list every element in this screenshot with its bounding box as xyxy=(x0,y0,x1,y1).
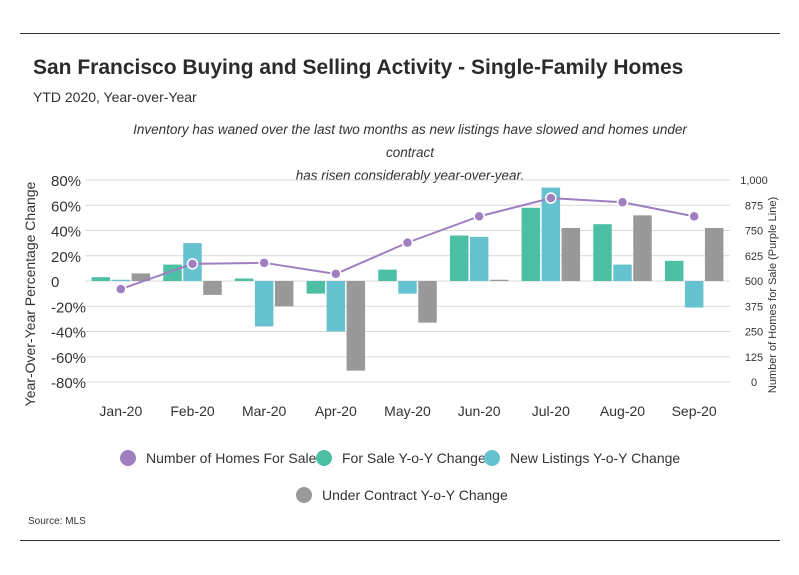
bar xyxy=(664,260,684,281)
bar xyxy=(469,236,489,281)
homes-for-sale-point xyxy=(688,210,700,223)
legend-swatch xyxy=(316,450,332,466)
bar xyxy=(378,269,397,281)
homes-for-sale-point xyxy=(330,268,342,280)
bottom-rule xyxy=(20,540,780,541)
y2-axis-title: Number of Homes for Sale (Purple Line) xyxy=(767,197,779,393)
chart-title: San Francisco Buying and Selling Activit… xyxy=(33,56,684,79)
x-tick-label: Sep-20 xyxy=(672,403,717,419)
bar xyxy=(449,235,469,281)
y2-tick-label: 500 xyxy=(745,276,763,288)
legend-item: Number of Homes For Sale xyxy=(120,450,316,466)
y-tick-label: 60% xyxy=(51,198,81,215)
bar xyxy=(489,279,509,281)
bar xyxy=(593,224,612,281)
bars xyxy=(91,187,724,371)
bar xyxy=(541,187,561,281)
chart-annotation: Inventory has waned over the last two mo… xyxy=(110,118,710,187)
bar xyxy=(203,281,222,295)
y2-tick-label: 0 xyxy=(751,377,757,389)
y-tick-label: -80% xyxy=(51,375,86,392)
y-tick-label: -60% xyxy=(51,350,86,367)
legend-item: For Sale Y-o-Y Change xyxy=(316,450,486,466)
homes-for-sale-point xyxy=(545,192,557,204)
source-note: Source: MLS xyxy=(28,516,86,527)
homes-for-sale-point xyxy=(473,210,485,223)
x-tick-label: Jan-20 xyxy=(99,403,142,419)
x-tick-label: Jul-20 xyxy=(532,403,570,419)
legend-label: New Listings Y-o-Y Change xyxy=(510,450,681,466)
axes: 80% 60% 40% 20% 0 -20% -40% -60% -80% 1,000 875 750… xyxy=(22,173,779,419)
legend-label: Number of Homes For Sale xyxy=(146,450,317,466)
y2-tick-label: 625 xyxy=(745,251,763,263)
x-tick-label: Feb-20 xyxy=(170,403,215,419)
homes-for-sale-point xyxy=(401,236,414,249)
homes-for-sale-point xyxy=(115,283,127,295)
y2-tick-label: 375 xyxy=(745,301,763,313)
annotation-line-2: has risen considerably year-over-year. xyxy=(295,168,525,183)
annotation-line-1: Inventory has waned over the last two mo… xyxy=(133,122,687,160)
legend-swatch xyxy=(484,450,500,466)
bar xyxy=(111,279,131,281)
bar xyxy=(521,207,541,281)
bar xyxy=(254,281,274,327)
bar xyxy=(561,227,581,281)
bar xyxy=(306,281,326,294)
legend-item: New Listings Y-o-Y Change xyxy=(484,450,680,466)
y-tick-label: -40% xyxy=(51,325,86,342)
y-tick-label: 40% xyxy=(51,224,81,241)
y-axis-title: Year-Over-Year Percentage Change xyxy=(22,181,38,406)
homes-for-sale-point xyxy=(186,258,199,270)
bar xyxy=(131,273,151,281)
legend-swatch xyxy=(296,487,312,503)
bar xyxy=(91,277,111,281)
homes-for-sale-line xyxy=(115,192,700,295)
y2-tick-label: 125 xyxy=(745,352,763,364)
top-rule xyxy=(20,33,780,34)
x-tick-label: Mar-20 xyxy=(242,403,287,419)
bar xyxy=(684,281,704,308)
homes-for-sale-point xyxy=(616,196,629,208)
y2-tick-label: 750 xyxy=(745,226,763,238)
y-tick-label: 80% xyxy=(51,173,81,190)
bar xyxy=(274,281,294,307)
x-tick-label: Jun-20 xyxy=(458,403,501,419)
bar xyxy=(613,264,632,281)
bar xyxy=(418,281,437,323)
y2-tick-label: 250 xyxy=(745,327,763,339)
y2-tick-label: 875 xyxy=(745,200,763,212)
bar xyxy=(704,227,724,281)
bar xyxy=(633,215,652,281)
legend-label: For Sale Y-o-Y Change xyxy=(342,450,486,466)
bar xyxy=(234,278,254,281)
x-tick-label: Apr-20 xyxy=(315,403,357,419)
homes-for-sale-point xyxy=(258,257,270,269)
chart-subtitle: YTD 2020, Year-over-Year xyxy=(33,89,197,105)
bar xyxy=(326,281,346,332)
x-tick-label: May-20 xyxy=(384,403,431,419)
bar xyxy=(398,281,417,294)
legend-swatch xyxy=(120,450,136,466)
legend-label: Under Contract Y-o-Y Change xyxy=(322,487,508,503)
bar xyxy=(346,281,366,371)
y-tick-label: 20% xyxy=(51,249,81,266)
x-tick-label: Aug-20 xyxy=(600,403,645,419)
y-tick-label: 0 xyxy=(51,274,59,291)
legend-item: Under Contract Y-o-Y Change xyxy=(296,487,508,503)
y2-tick-label: 1,000 xyxy=(740,175,768,187)
y-tick-label: -20% xyxy=(51,299,86,316)
